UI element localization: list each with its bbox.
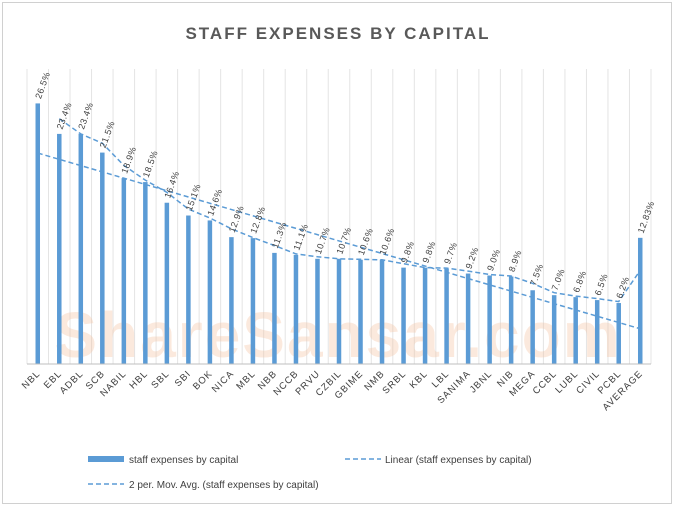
data-label: 12.9%	[227, 204, 246, 234]
data-label: 6.8%	[571, 269, 588, 294]
bar-mega	[530, 290, 535, 364]
data-label: 10.6%	[356, 227, 375, 257]
x-tick-label: HBL	[127, 368, 150, 391]
bar-nbb	[272, 252, 277, 364]
linear-trend-line	[37, 152, 641, 330]
data-label: 10.7%	[313, 226, 332, 256]
x-tick-label: NICA	[210, 368, 237, 395]
x-tick-label: ADBL	[58, 368, 86, 396]
bar-sanima	[465, 273, 471, 364]
bar-mbl	[250, 238, 256, 364]
bar-nabil	[121, 178, 127, 364]
bar-nmb	[379, 259, 385, 364]
x-tick-label: SBL	[149, 368, 172, 391]
bar-average	[637, 237, 643, 364]
bar-nccb	[293, 254, 299, 364]
chart-frame: STAFF EXPENSES BY CAPITAL ShareSansar.co…	[2, 2, 672, 504]
trend-lines	[37, 118, 641, 330]
data-label: 9.7%	[442, 241, 459, 266]
data-label: 18.5%	[141, 149, 160, 179]
grid-lines	[26, 69, 652, 364]
data-label: 23.4%	[76, 101, 95, 131]
bar-bok	[207, 220, 213, 364]
data-label: 16.4%	[162, 170, 181, 200]
data-label: 12.83%	[636, 200, 657, 235]
data-label: 26.5%	[33, 70, 52, 100]
legend-swatch-bar	[88, 456, 124, 462]
bar-civil	[594, 300, 600, 364]
data-label: 9.2%	[464, 246, 481, 271]
data-label: 10.6%	[378, 227, 397, 257]
bar-prvu	[315, 258, 320, 364]
x-tick-label: JBNL	[468, 368, 495, 395]
bar-lubl	[573, 297, 578, 364]
data-label: 8.9%	[507, 249, 524, 274]
legend-label-bar: staff expenses by capital	[129, 455, 238, 466]
data-label: 23.4%	[55, 101, 74, 131]
data-label: 18.9%	[119, 145, 138, 175]
bar-jbnl	[487, 275, 492, 364]
x-tick-label: MBL	[234, 368, 258, 392]
x-tick-label: KBL	[408, 368, 431, 391]
legend-label-moving-average: 2 per. Mov. Avg. (staff expenses by capi…	[129, 480, 319, 491]
bar-sbi	[186, 215, 191, 364]
bar-lbl	[444, 268, 449, 364]
bar-srbl	[401, 267, 406, 364]
bar-gbime	[358, 259, 363, 364]
data-label: 9.0%	[485, 248, 502, 273]
bar-nib	[508, 276, 514, 364]
bar-nica	[229, 237, 234, 364]
data-label: 7.0%	[550, 267, 567, 292]
x-tick-label: CCBL	[531, 368, 560, 397]
bar-series	[35, 103, 643, 365]
data-label: 15.1%	[184, 182, 203, 212]
chart-title: STAFF EXPENSES BY CAPITAL	[185, 24, 490, 43]
bar-czbil	[336, 258, 342, 364]
bar-ccbl	[551, 295, 557, 364]
legend: staff expenses by capital Linear (staff …	[88, 455, 532, 491]
x-tick-label: NBL	[20, 368, 43, 391]
bar-pcbl	[616, 303, 621, 364]
x-tick-label: SRBL	[381, 368, 409, 396]
chart-svg: STAFF EXPENSES BY CAPITAL ShareSansar.co…	[20, 24, 657, 491]
bar-nbl	[35, 103, 41, 365]
data-label: 9.8%	[399, 240, 416, 265]
x-tick-label: SBI	[173, 368, 194, 389]
data-label: 7.5%	[528, 262, 545, 287]
data-labels: 26.5%23.4% 23.4%21.5%18.9% 18.5%16.4% 15.1%…	[33, 70, 656, 299]
data-label: 11.1%	[291, 222, 310, 251]
bar-ebl	[57, 133, 62, 364]
bar-kbl	[422, 267, 428, 364]
bar-sbl	[164, 202, 170, 364]
legend-label-linear: Linear (staff expenses by capital)	[385, 455, 532, 466]
moving-average-line	[58, 118, 641, 303]
bar-hbl	[143, 182, 148, 364]
bar-scb	[100, 152, 105, 364]
data-label: 9.8%	[421, 240, 438, 265]
data-label: 21.5%	[98, 120, 117, 150]
data-label: 11.3%	[270, 220, 289, 249]
data-label: 6.5%	[593, 272, 610, 297]
bar-adbl	[78, 133, 84, 364]
